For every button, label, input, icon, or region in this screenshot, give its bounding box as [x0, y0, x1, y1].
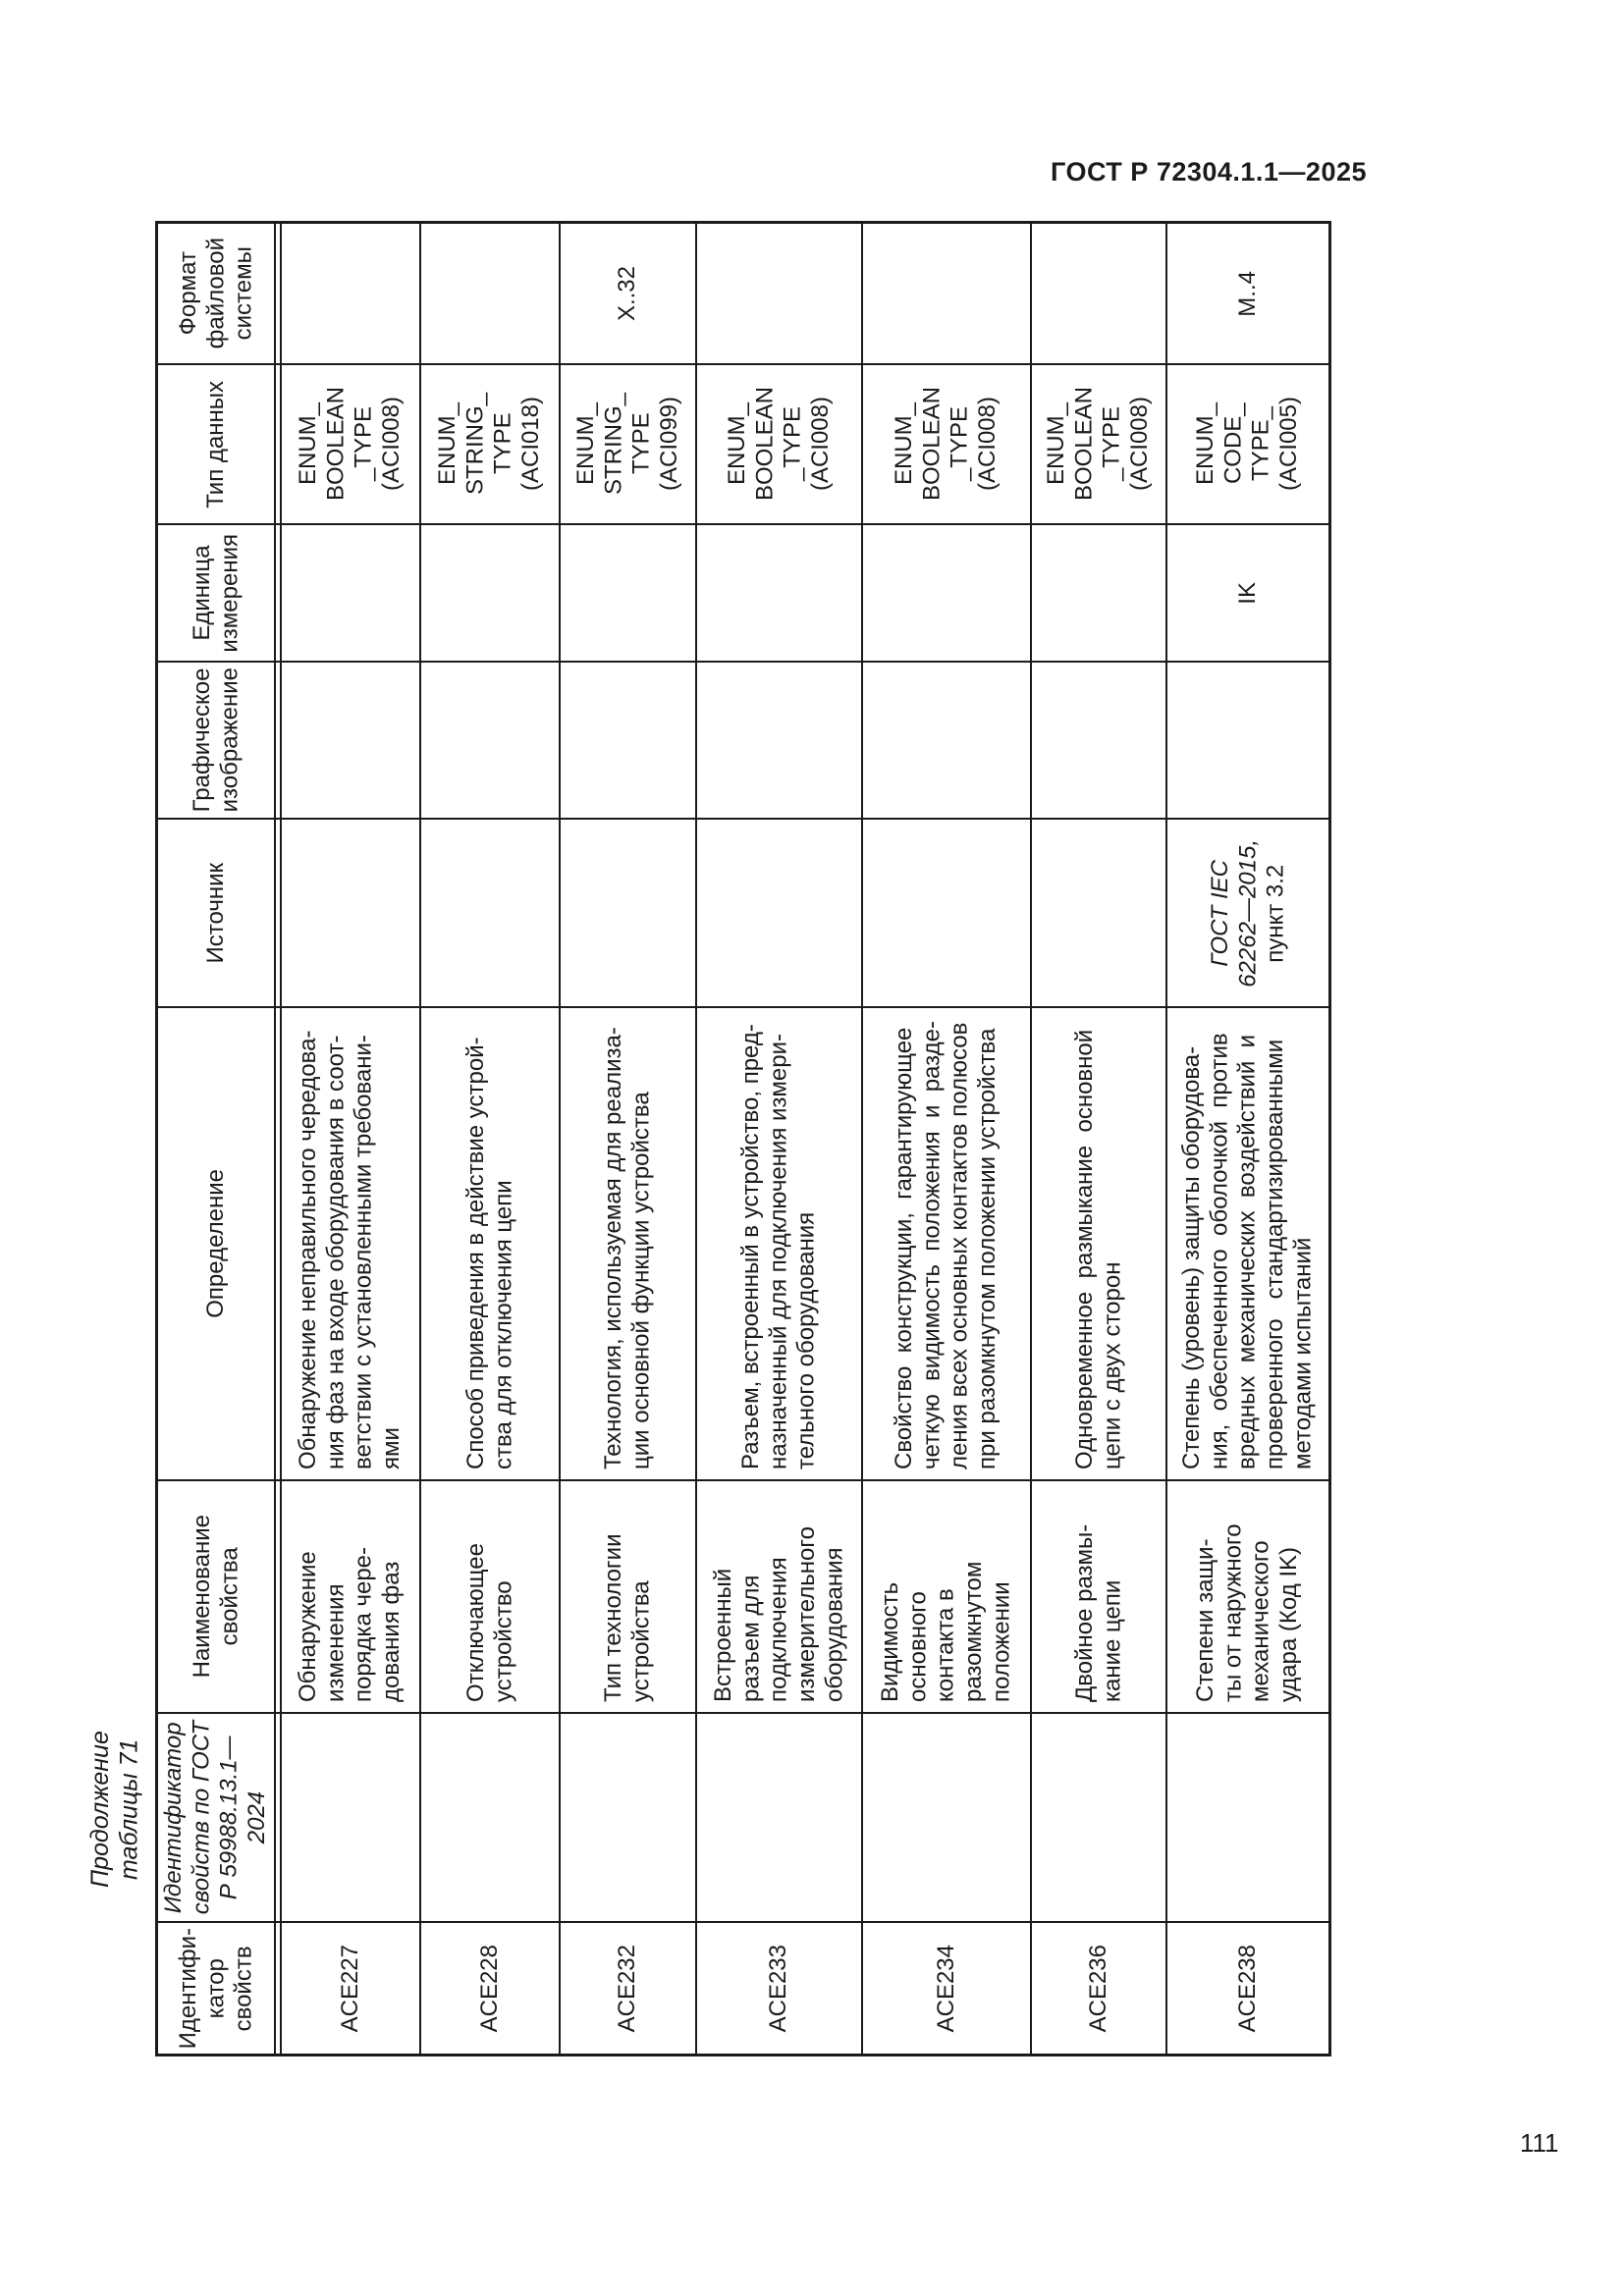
cell-ace233-id: ACE233 [695, 1921, 861, 2054]
cell-ace238-gost-id [1165, 1712, 1328, 1921]
cell-ace228-id: ACE228 [419, 1921, 559, 2054]
row-header-id: Идентифи- катор свойств [158, 1921, 274, 2054]
double-rule-gap [274, 1479, 280, 1712]
double-rule-gap [274, 1006, 280, 1479]
cell-ace234-gost-id [861, 1712, 1030, 1921]
cell-ace234-graphic [861, 661, 1030, 818]
cell-ace232-source [559, 818, 695, 1006]
cell-ace227-gost-id [280, 1712, 419, 1921]
cell-ace227-source [280, 818, 419, 1006]
cell-ace238-id: ACE238 [1165, 1921, 1328, 2054]
double-rule-gap [274, 363, 280, 523]
cell-ace238-unit: IK [1165, 523, 1328, 661]
document-header: ГОСТ Р 72304.1.1—2025 [1051, 157, 1367, 187]
cell-ace228-source [419, 818, 559, 1006]
double-rule-gap [274, 523, 280, 661]
cell-ace236-id: ACE236 [1030, 1921, 1165, 2054]
cell-ace227-data-type: ENUM_ BOOLEAN _TYPE (ACI008) [280, 363, 419, 523]
cell-ace228-gost-id [419, 1712, 559, 1921]
double-rule-gap [274, 818, 280, 1006]
cell-ace234-unit [861, 523, 1030, 661]
cell-ace232-unit [559, 523, 695, 661]
page-number: 111 [1520, 2128, 1559, 2158]
row-header-file-format: Формат файловой системы [174, 238, 257, 349]
cell-ace236-definition: Одновременное размыкание основной цепи с… [1030, 1006, 1165, 1479]
cell-ace228-unit [419, 523, 559, 661]
double-rule-gap [274, 661, 280, 818]
cell-ace236-unit [1030, 523, 1165, 661]
cell-ace232-gost-id [559, 1712, 695, 1921]
cell-ace233-graphic [695, 661, 861, 818]
cell-ace236-source [1030, 818, 1165, 1006]
cell-ace232-graphic [559, 661, 695, 818]
double-rule-gap [274, 1921, 280, 2054]
cell-ace234-name: Видимость основного контакта в разомкнут… [861, 1479, 1030, 1712]
cell-ace232-id: ACE232 [559, 1921, 695, 2054]
cell-ace234-id: ACE234 [861, 1921, 1030, 2054]
cell-ace227-file-format [280, 224, 419, 363]
properties-table: Формат файловой системы Х..32 М..4 Тип д… [155, 221, 1331, 2056]
source-text: ГОСТ IEC 62262—2015, пункт 3.2 [1206, 838, 1289, 988]
cell-ace228-definition: Способ приведения в действие устрой- ств… [419, 1006, 559, 1479]
cell-ace236-graphic [1030, 661, 1165, 818]
double-rule-gap [274, 1712, 280, 1921]
cell-ace238-source: ГОСТ IEC 62262—2015, пункт 3.2 [1165, 818, 1328, 1006]
cell-ace234-source [861, 818, 1030, 1006]
cell-ace238-name: Степени защи- ты от наружного механическ… [1165, 1479, 1328, 1712]
cell-ace233-file-format [695, 224, 861, 363]
cell-ace236-gost-id [1030, 1712, 1165, 1921]
row-header-data-type: Тип данных [158, 363, 274, 523]
cell-ace234-file-format [861, 224, 1030, 363]
cell-ace227-id: ACE227 [280, 1921, 419, 2054]
cell-ace234-data-type: ENUM_ BOOLEAN _TYPE (ACI008) [861, 363, 1030, 523]
cell-ace233-gost-id [695, 1712, 861, 1921]
row-header-unit: Единица измерения [158, 523, 274, 661]
cell-ace227-definition: Обнаружение неправильного чередова- ния … [280, 1006, 419, 1479]
cell-ace232-data-type: ENUM_ STRING_ TYPE (ACI099) [559, 363, 695, 523]
cell-ace238-definition: Степень (уровень) защиты оборудова- ния,… [1165, 1006, 1328, 1479]
cell-ace227-name: Обнаружение изменения порядка чере- дова… [280, 1479, 419, 1712]
cell-ace233-unit [695, 523, 861, 661]
cell-ace238-file-format: М..4 [1165, 224, 1328, 363]
cell-ace227-graphic [280, 661, 419, 818]
row-header-graphic: Графическое изображение [158, 661, 274, 818]
cell-ace238-data-type: ENUM_ CODE_ TYPE_ (ACI005) [1165, 363, 1328, 523]
double-rule-gap [274, 224, 280, 363]
cell-ace232-file-format: Х..32 [559, 224, 695, 363]
table-caption-text: Продолжение таблицы 71 [85, 1724, 143, 1888]
cell-ace233-name: Встроенный разъем для подключения измери… [695, 1479, 861, 1712]
cell-ace236-name: Двойное размы- кание цепи [1030, 1479, 1165, 1712]
table-caption: Продолжение таблицы 71 [86, 1686, 143, 1932]
cell-ace228-graphic [419, 661, 559, 818]
cell-ace236-file-format [1030, 224, 1165, 363]
row-header-name: Наименование свойства [158, 1479, 274, 1712]
cell-ace227-unit [280, 523, 419, 661]
cell-ace238-graphic [1165, 661, 1328, 818]
cell-ace232-name: Тип технологии устройства [559, 1479, 695, 1712]
cell-ace232-definition: Технология, используемая для реализа- ци… [559, 1006, 695, 1479]
cell-ace236-data-type: ENUM_ BOOLEAN _TYPE (ACI008) [1030, 363, 1165, 523]
cell-ace234-definition: Свойство конструкции, гарантирующее четк… [861, 1006, 1030, 1479]
cell-ace233-definition: Разъем, встроенный в устройство, пред- н… [695, 1006, 861, 1479]
cell-ace233-source [695, 818, 861, 1006]
cell-ace233-data-type: ENUM_ BOOLEAN _TYPE (ACI008) [695, 363, 861, 523]
row-header-gost-id: Идентификатор свойств по ГОСТ Р 59988.13… [158, 1712, 274, 1921]
cell-ace228-data-type: ENUM_ STRING_ TYPE (ACI018) [419, 363, 559, 523]
cell-ace228-file-format [419, 224, 559, 363]
row-header-source: Источник [158, 818, 274, 1006]
cell-ace228-name: Отключающее устройство [419, 1479, 559, 1712]
row-header-definition: Определение [158, 1006, 274, 1479]
